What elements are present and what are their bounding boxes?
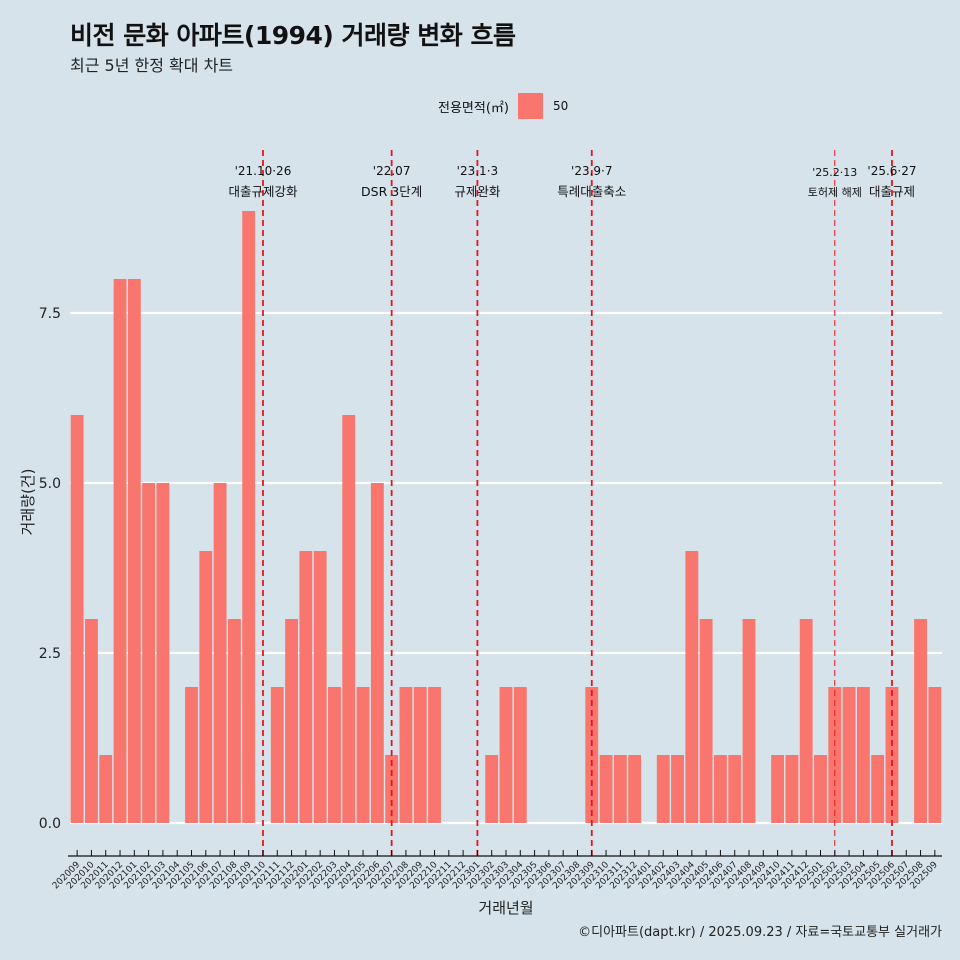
- bar: [299, 551, 313, 823]
- event-lines: '21.10·26 대출규제강화 '22.07 DSR 3단계 '23.1·3 규제완화 '…: [228, 150, 917, 858]
- bar: [285, 619, 299, 823]
- bar: [213, 483, 227, 823]
- legend-item-label: 50: [552, 99, 569, 113]
- bar: [814, 755, 827, 823]
- event-label: DSR 3단계: [361, 184, 422, 199]
- bar: [799, 619, 813, 823]
- chart-title: 비전 문화 아파트(1994) 거래량 변화 흐름: [70, 21, 516, 50]
- bar: [370, 483, 384, 823]
- bar: [242, 211, 256, 823]
- bar: [771, 755, 785, 823]
- bar: [185, 687, 198, 823]
- chart-subtitle: 최근 5년 한정 확대 차트: [70, 56, 234, 75]
- bar: [842, 687, 856, 823]
- bar: [671, 755, 684, 823]
- event-label: 대출규제: [869, 184, 915, 199]
- bar: [728, 755, 742, 823]
- bar: [656, 755, 670, 823]
- legend-swatch: [517, 93, 543, 119]
- bar: [599, 755, 613, 823]
- bar: [713, 755, 727, 823]
- bar: [313, 551, 327, 823]
- event-date: '23.9·7: [571, 164, 612, 178]
- bar: [513, 687, 527, 823]
- event-date: '22.07: [373, 164, 411, 178]
- bar: [914, 619, 927, 823]
- legend-title: 전용면적(㎡): [438, 100, 509, 116]
- bar: [699, 619, 713, 823]
- bar: [871, 755, 885, 823]
- bar: [399, 687, 413, 823]
- bar: [270, 687, 284, 823]
- bar: [613, 755, 627, 823]
- bar: [99, 755, 113, 823]
- bar: [113, 279, 127, 823]
- source-caption: ©디아파트(dapt.kr) / 2025.09.23 / 자료=국토교통부 실…: [578, 925, 942, 940]
- bar: [628, 755, 642, 823]
- bar: [199, 551, 213, 823]
- event-date: '23.1·3: [457, 164, 498, 178]
- bar: [499, 687, 513, 823]
- y-tick-label: 7.5: [39, 306, 61, 322]
- bar: [785, 755, 799, 823]
- event-date: '21.10·26: [235, 164, 292, 178]
- y-axis-title: 거래량(건): [19, 469, 37, 536]
- bar: [342, 415, 356, 823]
- bar: [156, 483, 170, 823]
- x-axis-title: 거래년월: [478, 899, 533, 917]
- event-label: 토허제 해제: [808, 185, 862, 199]
- event-label: 특례대출축소: [557, 184, 626, 199]
- bar: [356, 687, 370, 823]
- y-axis: 0.0 2.5 5.0 7.5: [39, 306, 61, 832]
- legend: 전용면적(㎡) 50: [438, 93, 568, 119]
- bar: [227, 619, 241, 823]
- bar: [928, 687, 942, 823]
- x-axis: 2020092020102020112020122021012021022021…: [51, 850, 942, 891]
- y-tick-label: 5.0: [39, 476, 61, 492]
- event-date: '25.6·27: [867, 164, 916, 178]
- event-label: 규제완화: [454, 184, 501, 199]
- bar: [328, 687, 341, 823]
- bar: [742, 619, 756, 823]
- event-date: '25.2·13: [812, 166, 857, 179]
- bar: [856, 687, 870, 823]
- bars: [70, 211, 942, 823]
- bar: [385, 755, 399, 823]
- bar: [142, 483, 156, 823]
- bar: [685, 551, 699, 823]
- bar: [127, 279, 141, 823]
- event-label: 대출규제강화: [228, 184, 298, 199]
- y-tick-label: 0.0: [39, 816, 61, 832]
- bar: [70, 415, 84, 823]
- bar: [428, 687, 441, 823]
- bar: [413, 687, 427, 823]
- bar: [85, 619, 98, 823]
- y-tick-label: 2.5: [39, 646, 61, 662]
- bar: [485, 755, 499, 823]
